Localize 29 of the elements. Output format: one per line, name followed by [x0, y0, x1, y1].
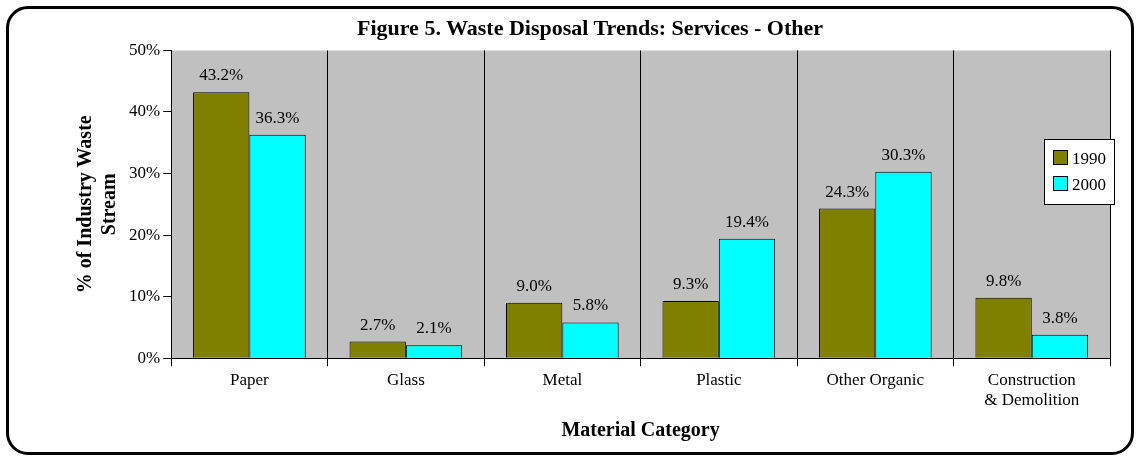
x-axis-title: Material Category [561, 418, 720, 442]
data-label: 2.7% [359, 314, 396, 334]
chart-title: Figure 5. Waste Disposal Trends: Services - Other [356, 14, 824, 40]
data-label: 43.2% [199, 65, 244, 85]
data-label: 3.8% [1042, 307, 1078, 327]
data-label: 2.1% [416, 318, 452, 338]
data-label: 9.8% [985, 270, 1022, 290]
x-tick-label: Paper [230, 369, 270, 389]
y-tick-label: 40% [128, 101, 161, 121]
data-label: 19.4% [725, 211, 769, 231]
y-axis-title: % of Industry Waste Stream [73, 115, 120, 294]
y-tick-label: 20% [128, 224, 161, 244]
y-tick-label: 0% [137, 347, 161, 367]
y-tick-label: 30% [128, 162, 161, 182]
data-label: 30.3% [881, 144, 926, 164]
x-tick-label: Other Organic [826, 369, 925, 389]
legend-label: 2000 [1071, 174, 1106, 197]
x-tick-label: Metal [542, 369, 583, 389]
x-tick-label: Glass [386, 369, 425, 389]
data-label: 36.3% [255, 107, 300, 127]
data-label: 9.0% [516, 275, 552, 295]
data-label: 9.3% [672, 273, 709, 293]
y-tick-label: 50% [128, 39, 161, 59]
y-tick-label: 10% [128, 286, 161, 306]
data-label: 5.8% [572, 295, 609, 315]
data-label: 24.3% [825, 181, 870, 201]
x-tick-label: Construction & Demolition [984, 369, 1080, 410]
x-tick-label: Plastic [696, 369, 742, 389]
legend-label: 1990 [1071, 148, 1106, 171]
